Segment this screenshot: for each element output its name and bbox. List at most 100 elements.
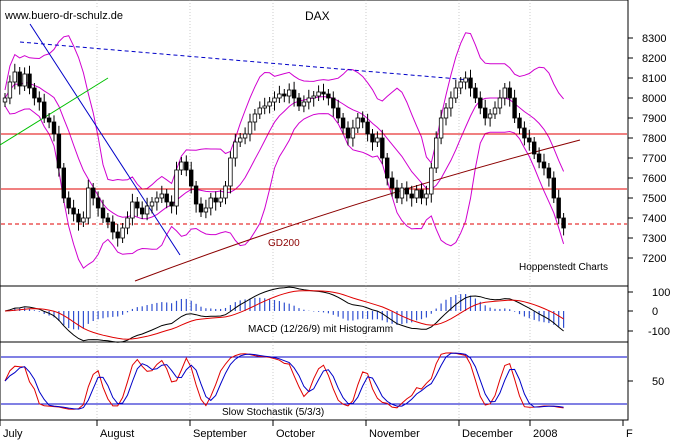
candle-body: [56, 133, 62, 169]
candle-body: [438, 117, 444, 139]
candle-body: [154, 197, 160, 203]
uptrend-line: [0, 77, 109, 146]
candle-body: [237, 137, 243, 143]
candle-body: [66, 197, 71, 209]
candle-body: [301, 101, 307, 107]
candle-body: [193, 185, 199, 205]
candle-body: [556, 197, 561, 219]
candle-body: [497, 97, 503, 109]
candle-body: [419, 189, 424, 199]
candle-body: [105, 217, 111, 223]
ma-label: GD200: [268, 238, 300, 249]
candlesticks: [2, 63, 566, 247]
candle-body: [218, 197, 223, 203]
candle-body: [252, 113, 258, 123]
candle-body: [286, 89, 292, 97]
candle-body: [149, 201, 155, 207]
candle-body: [188, 169, 194, 187]
candle-body: [120, 227, 125, 239]
month-label: F: [626, 428, 633, 440]
bollinger-lower: [4, 105, 565, 269]
macd-label: MACD (12/26/9) mit Histogramm: [248, 324, 393, 335]
candle-body: [527, 137, 532, 143]
price-tick-label: 7500: [642, 193, 666, 205]
price-tick-label: 8100: [642, 73, 666, 85]
macd-tick-label: 0: [652, 306, 658, 318]
candle-body: [512, 97, 517, 119]
candle-body: [394, 187, 400, 199]
stochastic-indicator: [1, 352, 627, 410]
candle-body: [7, 81, 13, 99]
candle-body: [2, 97, 8, 103]
candle-body: [306, 97, 311, 103]
candle-body: [46, 117, 52, 123]
candle-body: [468, 77, 473, 89]
candle-body: [331, 97, 336, 109]
candle-body: [159, 193, 164, 199]
price-tick-label: 7700: [642, 153, 666, 165]
candle-body: [463, 77, 468, 83]
candle-body: [100, 207, 106, 219]
candle-body: [365, 121, 370, 135]
candle-body: [429, 167, 434, 195]
candle-body: [277, 93, 282, 99]
candle-body: [384, 157, 390, 179]
candle-body: [12, 71, 17, 83]
candle-body: [208, 197, 213, 209]
price-tick-label: 7900: [642, 113, 666, 125]
candle-body: [247, 121, 253, 135]
stoch-label: Slow Stochastik (5/3/3): [222, 407, 324, 418]
candle-body: [414, 189, 419, 199]
price-tick-label: 8000: [642, 93, 666, 105]
chart-title: DAX: [305, 9, 330, 23]
candle-body: [561, 217, 566, 229]
candle-body: [86, 187, 91, 219]
bollinger-upper: [4, 32, 564, 190]
month-label: July: [3, 428, 23, 440]
candle-body: [380, 137, 385, 159]
candle-body: [32, 87, 37, 99]
price-axis: 7200 7300 7400 7500 7600 7700 7800 7900 8000 8100…: [628, 33, 670, 388]
month-label: August: [100, 428, 134, 440]
price-tick-label: 7300: [642, 233, 666, 245]
candle-body: [546, 167, 552, 179]
candle-body: [522, 127, 527, 139]
price-tick-label: 7400: [642, 213, 666, 225]
candle-body: [125, 217, 130, 229]
macd-panel: [0, 285, 629, 343]
month-label: November: [369, 428, 420, 440]
candle-body: [139, 207, 145, 215]
stoch-panel: [0, 341, 629, 421]
candle-body: [502, 87, 507, 99]
stoch-d-line: [4, 352, 564, 410]
macd-indicator: [4, 286, 565, 343]
candle-body: [130, 201, 135, 219]
candle-body: [355, 117, 360, 129]
month-label: October: [276, 428, 315, 440]
candle-body: [169, 201, 174, 207]
month-axis: July August September October November Decemb…: [0, 420, 633, 440]
candle-body: [242, 133, 248, 139]
candle-body: [458, 81, 463, 89]
candle-body: [233, 141, 238, 159]
month-label: 2008: [533, 428, 557, 440]
price-tick-label: 7200: [642, 253, 666, 265]
candle-body: [487, 113, 493, 119]
candle-body: [345, 127, 351, 139]
candle-body: [551, 177, 556, 199]
candle-body: [42, 101, 47, 119]
candle-body: [541, 161, 547, 169]
stoch-tick-label: 50: [652, 376, 664, 388]
candle-body: [184, 161, 189, 171]
candle-body: [424, 193, 429, 199]
candle-body: [399, 187, 405, 199]
candle-body: [71, 207, 76, 215]
candle-body: [135, 201, 140, 209]
candle-body: [95, 197, 101, 209]
candle-body: [316, 91, 321, 97]
candle-body: [22, 73, 27, 87]
candle-body: [517, 117, 522, 129]
candle-body: [311, 95, 316, 99]
candle-body: [409, 193, 414, 199]
